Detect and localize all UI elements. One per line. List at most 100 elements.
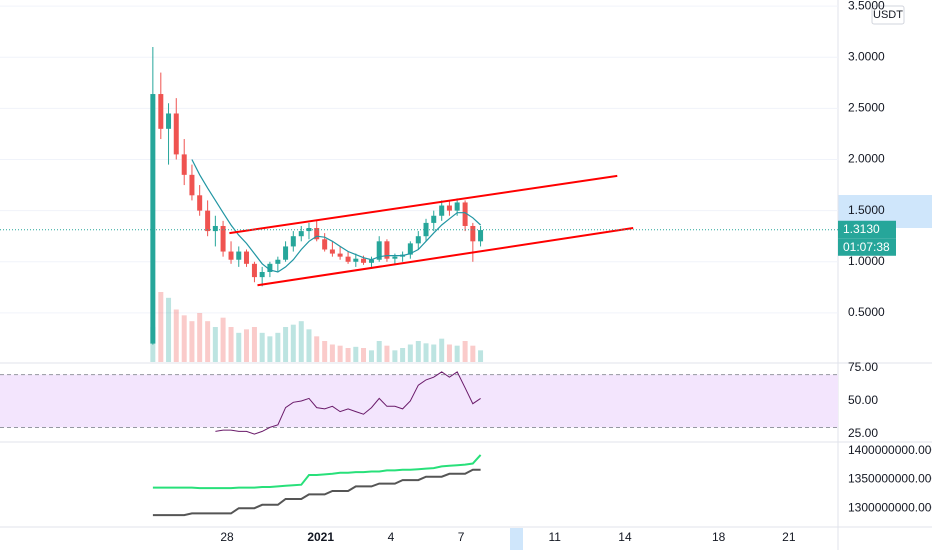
volume-bar: [189, 321, 195, 362]
y-tick-label: 3.5000: [848, 0, 885, 12]
y-tick-label: 1.5000: [848, 203, 885, 217]
volume-bar: [478, 350, 484, 362]
last-price-box: [838, 220, 896, 239]
candle-body: [205, 210, 211, 232]
volume-bar: [368, 350, 374, 362]
candle-body: [345, 256, 351, 262]
candle-body: [462, 202, 468, 226]
candle-body: [353, 258, 359, 262]
candle-body: [212, 225, 218, 232]
candle-body: [446, 205, 452, 211]
axis-highlight: [510, 528, 523, 550]
volume-bar: [197, 313, 203, 362]
trend-line: [257, 227, 634, 287]
currency: USDT: [873, 9, 903, 21]
candle-body: [236, 251, 242, 260]
candle-body: [189, 174, 195, 196]
volume-bar: [205, 321, 211, 362]
volume-bar: [243, 329, 249, 362]
x-tick-label: 18: [712, 530, 726, 544]
x-tick-label: 28: [220, 530, 234, 544]
volume-bar: [462, 341, 468, 362]
candle-body: [368, 259, 374, 263]
candle-body: [478, 230, 484, 242]
candle-body: [384, 241, 390, 259]
volume-bar: [236, 332, 242, 362]
candle-body: [314, 228, 320, 240]
volume-bar: [322, 341, 328, 362]
candle-body: [407, 243, 413, 255]
volume-bar: [173, 309, 179, 362]
candle-body: [228, 251, 234, 260]
countdown: 01:07:38: [843, 240, 890, 254]
candle-body: [431, 215, 437, 223]
candle-body: [392, 256, 398, 259]
x-tick-label: 4: [388, 530, 395, 544]
rsi-band: [0, 374, 838, 428]
volume-bar: [337, 345, 343, 362]
volume-bar: [283, 327, 289, 362]
candle-body: [306, 228, 312, 232]
candle-body: [166, 113, 172, 129]
volume-bar: [392, 350, 398, 362]
trend-line: [229, 174, 618, 235]
x-tick-label: 7: [458, 530, 465, 544]
volume-bar: [329, 344, 335, 362]
volume-bar: [275, 332, 281, 362]
volume-bar: [290, 324, 296, 362]
volume-bar: [454, 345, 460, 362]
volume-bar: [306, 329, 312, 362]
x-tick-label: 14: [618, 530, 632, 544]
volume-bar: [361, 348, 367, 362]
volume-bar: [259, 332, 265, 362]
candle-body: [329, 249, 335, 254]
volume-bar: [400, 348, 406, 362]
volume-bar: [431, 344, 437, 362]
candle-body: [181, 154, 187, 175]
candle-body: [454, 202, 460, 211]
x-tick-label: 11: [549, 530, 562, 544]
y-tick-label: 1.0000: [848, 254, 885, 268]
volume-bar: [353, 346, 359, 362]
volume-bar: [423, 343, 429, 362]
candle-body: [150, 94, 156, 344]
volume-bar: [439, 338, 445, 362]
candle-body: [158, 94, 164, 129]
volume-bar: [407, 344, 413, 362]
volume-bar: [220, 317, 226, 362]
x-tick-label: 2021: [307, 530, 334, 544]
y-tick-label: 2.0000: [848, 152, 885, 166]
volume-bar: [158, 292, 164, 362]
y-tick-label: 75.00: [848, 360, 878, 374]
volume-bar: [166, 297, 172, 362]
volume-bar: [376, 341, 382, 362]
volume-bar: [446, 344, 452, 362]
candle-body: [275, 259, 281, 264]
candle-body: [439, 205, 445, 216]
volume-bar: [228, 327, 234, 362]
x-tick-label: 21: [782, 530, 796, 544]
moving-average: [191, 159, 482, 273]
countdown-box: [838, 238, 896, 256]
candle-body: [290, 236, 296, 247]
candle-body: [298, 231, 304, 237]
volume-bar: [384, 345, 390, 362]
candle-body: [376, 241, 382, 260]
series-line: [215, 371, 481, 435]
y-tick-label: 1400000000.0000: [848, 443, 932, 457]
y-tick-label: 2.5000: [848, 101, 885, 115]
y-tick-label: 50.00: [848, 393, 878, 407]
volume-bar: [415, 341, 421, 362]
y-tick-label: 1300000000.0000: [848, 500, 932, 514]
candle-body: [267, 263, 273, 272]
y-tick-label: 1350000000.0000: [848, 472, 932, 486]
candle-body: [197, 195, 203, 211]
candle-body: [470, 225, 476, 242]
candle-body: [243, 251, 249, 264]
candle-body: [361, 258, 367, 263]
candle-body: [322, 239, 328, 250]
volume-bar: [298, 321, 304, 362]
volume-bar: [314, 336, 320, 362]
candle-body: [251, 263, 257, 278]
